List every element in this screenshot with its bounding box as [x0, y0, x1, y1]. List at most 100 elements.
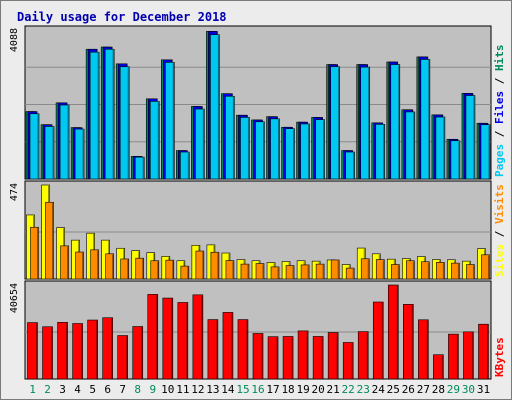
bar-face	[315, 263, 325, 280]
bar-kbytes-20	[312, 336, 324, 380]
bar-face	[285, 128, 295, 180]
bar-side	[112, 50, 114, 179]
bar-face	[225, 95, 235, 180]
bar-kbytes-11	[177, 302, 189, 380]
bar-side	[141, 327, 143, 379]
bar-sites-2	[45, 201, 54, 280]
bar-sites-17	[270, 266, 280, 280]
bar-kbytes-21	[327, 332, 339, 380]
bar-face	[312, 336, 324, 380]
bar-face	[330, 259, 340, 280]
bar-kbytes-22	[342, 342, 354, 380]
bar-kbytes-7	[117, 335, 129, 380]
bar-face	[210, 34, 220, 180]
bar-pages-25	[390, 64, 401, 180]
x-tick-label-11: 11	[176, 383, 189, 396]
legend-part: /	[493, 124, 506, 144]
bar-side	[412, 261, 415, 279]
bar-side	[112, 254, 114, 279]
bar-side	[291, 337, 293, 379]
bar-face	[345, 151, 355, 180]
bar-sites-31	[481, 254, 490, 280]
bar-face	[30, 226, 39, 280]
bar-side	[396, 285, 398, 379]
legend-part: Pages	[493, 144, 506, 177]
x-tick-label-19: 19	[296, 383, 309, 396]
bar-sites-21	[330, 259, 340, 280]
bar-face	[192, 294, 204, 380]
bar-pages-29	[450, 140, 461, 180]
bar-sites-30	[466, 264, 475, 280]
bar-side	[337, 260, 339, 279]
bar-side	[66, 323, 68, 379]
bar-side	[277, 267, 279, 279]
bar-side	[157, 102, 159, 179]
bar-sites-28	[436, 262, 445, 280]
bar-face	[207, 319, 219, 380]
bar-side	[51, 327, 53, 379]
bar-face	[165, 62, 175, 180]
x-tick-label-14: 14	[221, 383, 235, 396]
legend-part: /	[493, 71, 506, 91]
x-tick-label-12: 12	[191, 383, 204, 396]
panel-visits: 474 Sites / Visits	[9, 180, 506, 280]
bar-face	[134, 156, 145, 180]
bar-side	[187, 266, 189, 279]
bar-face	[29, 113, 40, 180]
x-tick-label-27: 27	[417, 383, 430, 396]
bar-kbytes-23	[357, 331, 369, 380]
bar-face	[465, 95, 476, 180]
x-tick-label-21: 21	[327, 383, 340, 396]
bar-face	[405, 111, 416, 180]
x-tick-label-20: 20	[312, 383, 325, 396]
bar-pages-17	[270, 118, 280, 180]
bar-face	[57, 322, 68, 380]
bar-face	[330, 66, 340, 180]
bar-side	[382, 260, 384, 279]
y-max-label-hits: 4088	[9, 28, 20, 52]
bar-side	[306, 331, 308, 379]
bar-face	[237, 319, 249, 380]
bar-pages-7	[119, 66, 130, 180]
bar-kbytes-12	[192, 294, 204, 380]
bar-side	[486, 325, 489, 379]
bar-side	[172, 63, 175, 179]
bar-sites-5	[90, 249, 99, 280]
bar-face	[222, 312, 234, 380]
bar-face	[481, 254, 490, 280]
x-tick-label-30: 30	[462, 383, 475, 396]
bar-face	[240, 263, 250, 280]
bar-kbytes-14	[222, 312, 234, 380]
bar-side	[323, 120, 325, 179]
bar-side	[411, 305, 414, 379]
bar-side	[428, 60, 430, 179]
x-tick-label-29: 29	[447, 383, 460, 396]
bar-pages-14	[225, 95, 235, 180]
x-tick-label-26: 26	[402, 383, 415, 396]
bar-kbytes-8	[132, 326, 144, 380]
bar-face	[448, 333, 459, 380]
bar-face	[360, 66, 371, 180]
bar-face	[360, 258, 370, 280]
bar-kbytes-1	[27, 322, 38, 380]
bar-pages-30	[465, 95, 476, 180]
bar-side	[142, 157, 144, 179]
legend-part: Files	[493, 91, 506, 124]
bar-face	[225, 260, 235, 280]
bar-side	[427, 262, 430, 279]
bar-sites-24	[375, 259, 385, 280]
bar-kbytes-4	[72, 323, 83, 380]
bar-pages-22	[345, 151, 355, 180]
x-tick-label-10: 10	[161, 383, 174, 396]
bar-side	[97, 250, 99, 279]
bar-sites-6	[105, 253, 114, 280]
bar-face	[252, 333, 264, 380]
bar-side	[127, 259, 129, 279]
x-tick-label-6: 6	[104, 383, 111, 396]
bar-face	[210, 251, 220, 280]
bar-side	[397, 265, 399, 279]
bar-face	[297, 330, 309, 380]
bar-side	[278, 119, 280, 179]
bar-pages-12	[195, 108, 205, 180]
